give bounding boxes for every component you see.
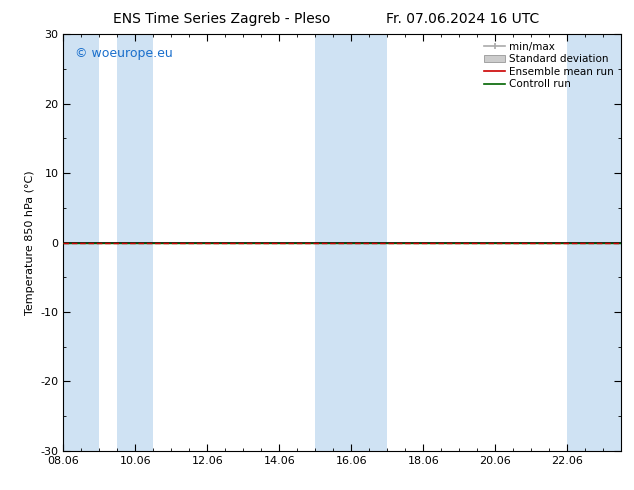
Bar [315, 34, 387, 451]
Y-axis label: Temperature 850 hPa (°C): Temperature 850 hPa (°C) [25, 170, 35, 315]
Bar [567, 34, 621, 451]
Legend: min/max, Standard deviation, Ensemble mean run, Controll run: min/max, Standard deviation, Ensemble me… [482, 40, 616, 92]
Text: Fr. 07.06.2024 16 UTC: Fr. 07.06.2024 16 UTC [386, 12, 540, 26]
Bar [63, 34, 100, 451]
Bar [117, 34, 153, 451]
Text: © woeurope.eu: © woeurope.eu [75, 47, 172, 60]
Text: ENS Time Series Zagreb - Pleso: ENS Time Series Zagreb - Pleso [113, 12, 330, 26]
